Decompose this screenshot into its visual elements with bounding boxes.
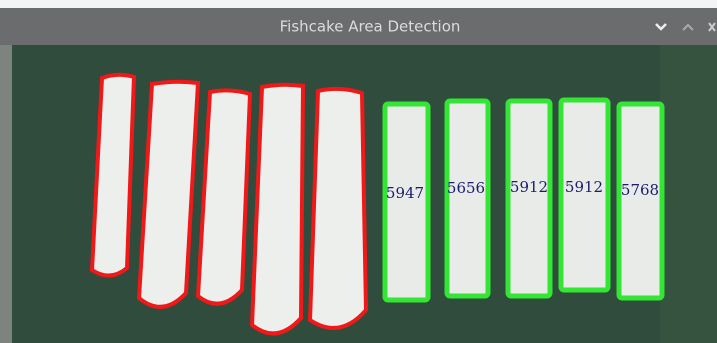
area-label: 5912 bbox=[510, 178, 548, 196]
detection-box bbox=[447, 101, 488, 296]
area-label: 5947 bbox=[386, 184, 424, 202]
top-strip bbox=[0, 0, 717, 8]
window-title: Fishcake Area Detection bbox=[280, 18, 461, 36]
image-shade bbox=[660, 45, 717, 343]
area-label: 5912 bbox=[565, 178, 603, 196]
area-label: 5768 bbox=[621, 181, 659, 199]
image-edge bbox=[0, 45, 12, 343]
fishcake-outline bbox=[252, 85, 303, 334]
detection-box bbox=[385, 104, 428, 300]
detection-box bbox=[508, 101, 550, 296]
detection-box bbox=[619, 104, 662, 298]
screen: Fishcake Area Detection 5947 5656 5912 5… bbox=[0, 0, 717, 343]
area-label: 5656 bbox=[447, 179, 485, 197]
fishcake-outline bbox=[310, 89, 366, 328]
